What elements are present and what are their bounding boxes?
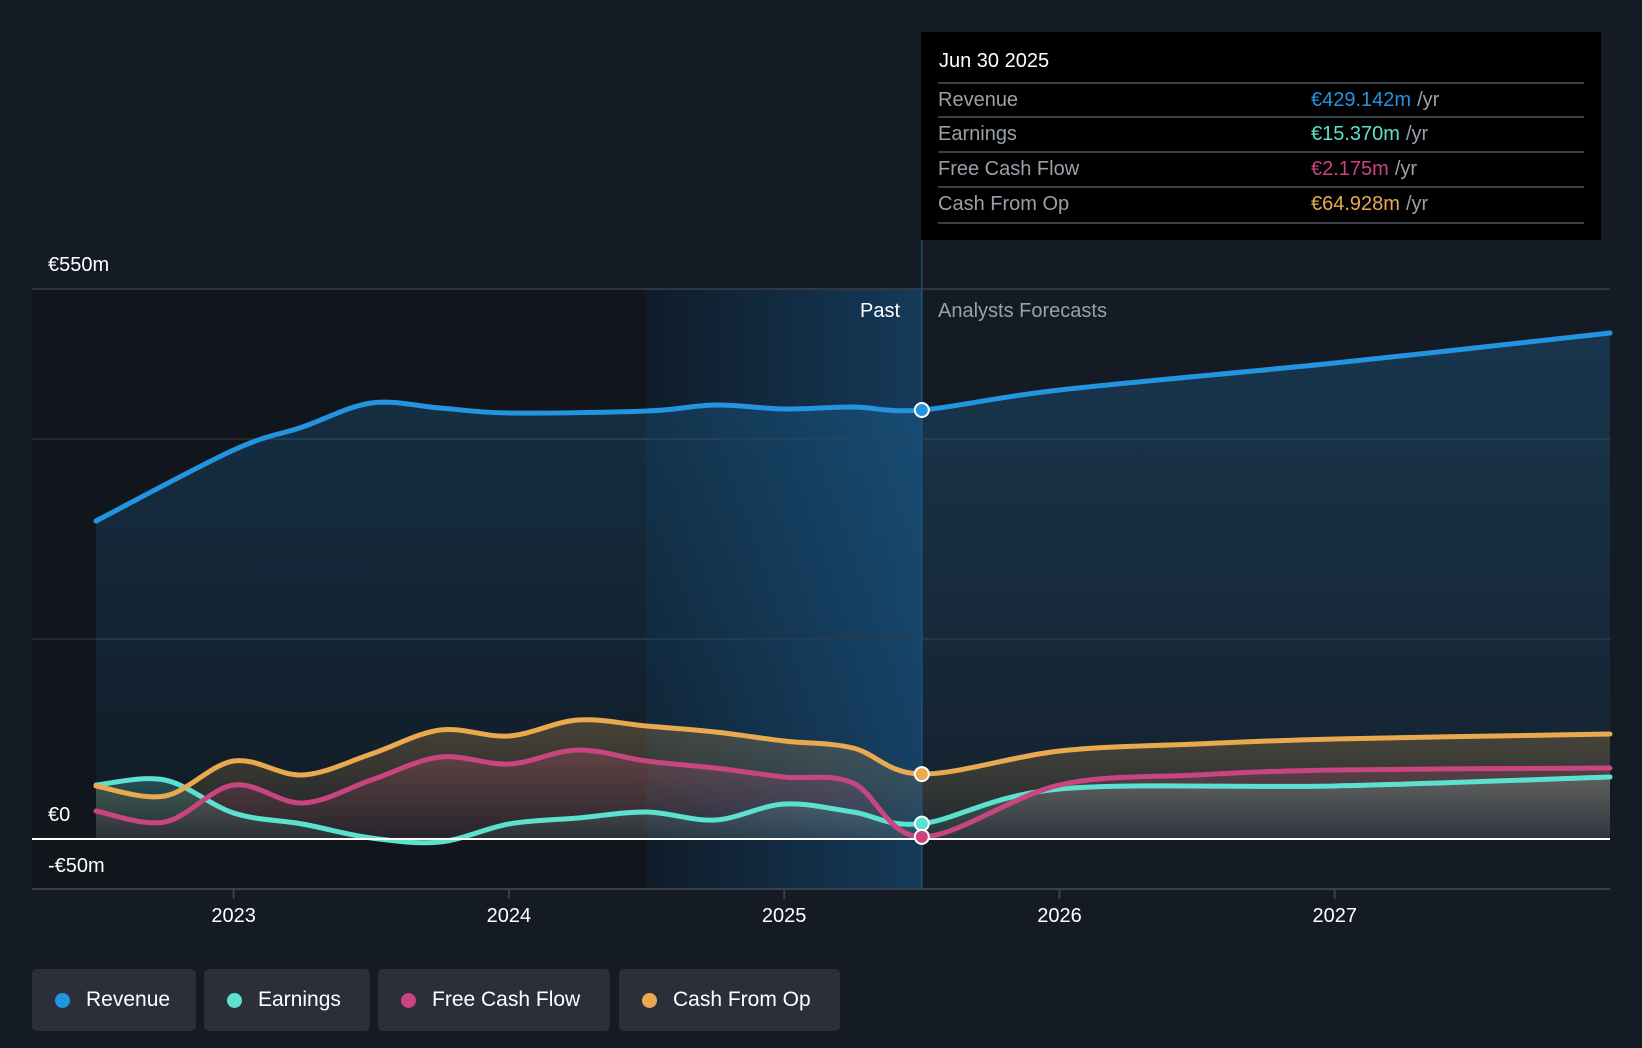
tooltip-row-revenue: Revenue €429.142m/yr <box>938 82 1584 118</box>
series-line-free-cash-flow <box>93 747 1613 840</box>
tooltip-value: €15.370m <box>1311 123 1400 145</box>
tooltip-unit: /yr <box>1394 158 1418 180</box>
data-point-marker <box>913 402 930 418</box>
legend-label: Revenue <box>86 988 171 1011</box>
tooltip-unit: /yr <box>1405 123 1429 145</box>
legend-revenue[interactable]: Revenue <box>32 969 196 1031</box>
data-point-marker <box>913 815 930 832</box>
tooltip-value: €429.142m <box>1311 89 1412 111</box>
data-point-marker <box>913 828 930 845</box>
tooltip: Jun 30 2025 Revenue €429.142m/yr Earnings… <box>921 32 1601 240</box>
cfo-dot-icon <box>642 992 657 1008</box>
tooltip-value: €64.928m <box>1311 193 1400 215</box>
earnings-dot-icon <box>227 992 242 1008</box>
forecast-label: Analysts Forecasts <box>938 300 1107 322</box>
legend-free-cash-flow[interactable]: Free Cash Flow <box>378 969 610 1031</box>
legend-label: Cash From Op <box>673 988 811 1011</box>
x-tick-label: 2027 <box>1312 905 1357 927</box>
fcf-dot-icon <box>401 992 416 1008</box>
series-area-cash-from-op <box>96 719 1610 839</box>
series-area-revenue <box>96 333 1610 839</box>
y-tick-label: €0 <box>48 804 71 826</box>
legend-label: Free Cash Flow <box>432 988 581 1011</box>
y-tick-label: -€50m <box>48 855 105 877</box>
x-tick-label: 2023 <box>211 905 256 927</box>
tooltip-row-earnings: Earnings €15.370m/yr <box>938 116 1584 152</box>
x-tick-label: 2026 <box>1037 905 1082 927</box>
tooltip-row-fcf: Free Cash Flow €2.175m/yr <box>938 151 1584 187</box>
past-label: Past <box>860 300 901 322</box>
series-line-cash-from-op <box>93 717 1613 800</box>
tooltip-value: €2.175m <box>1311 158 1389 180</box>
tooltip-unit: /yr <box>1405 193 1429 215</box>
legend-label: Earnings <box>258 988 341 1011</box>
legend-earnings[interactable]: Earnings <box>204 969 370 1031</box>
x-tick-label: 2024 <box>487 905 532 927</box>
tooltip-label: Cash From Op <box>938 193 1070 215</box>
series-line-earnings <box>93 774 1613 846</box>
tooltip-unit: /yr <box>1417 89 1440 111</box>
tooltip-date: Jun 30 2025 <box>939 50 1050 72</box>
revenue-dot-icon <box>55 992 70 1008</box>
tooltip-row-cfo: Cash From Op €64.928m/yr <box>938 186 1584 222</box>
data-point-marker <box>913 766 930 783</box>
y-tick-label: €550m <box>48 254 110 276</box>
tooltip-label: Free Cash Flow <box>938 158 1080 180</box>
tooltip-label: Earnings <box>938 123 1017 145</box>
legend-cash-from-op[interactable]: Cash From Op <box>619 969 840 1031</box>
divider <box>938 222 1584 224</box>
x-tick-label: 2025 <box>762 905 807 927</box>
series-line-revenue <box>93 330 1613 524</box>
tooltip-label: Revenue <box>938 89 1019 111</box>
